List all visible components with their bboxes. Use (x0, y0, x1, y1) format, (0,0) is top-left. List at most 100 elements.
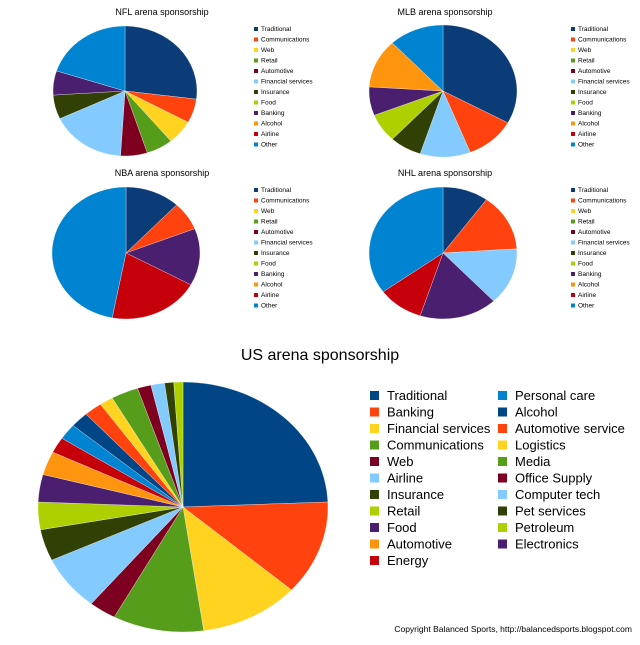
legend-swatch-traditional (370, 391, 379, 400)
chart-title: NHL arena sponsorship (398, 168, 492, 178)
pie-slice-other (368, 186, 444, 292)
legend-swatch-financial-services (571, 79, 575, 84)
legend-label-food: Food (578, 100, 593, 107)
pie-slice-traditional (442, 24, 518, 123)
legend-swatch-traditional (571, 27, 575, 31)
legend-label-insurance: Insurance (578, 250, 607, 257)
legend-label-automotive: Automotive (578, 229, 611, 236)
legend-swatch-banking (571, 111, 575, 115)
legend-swatch-petroleum (498, 523, 507, 532)
copyright-footer: Copyright Balanced Sports, http://balanc… (394, 624, 632, 634)
chart-title: MLB arena sponsorship (397, 7, 492, 17)
legend-swatch-media (498, 457, 507, 466)
legend-label-retail: Retail (578, 219, 595, 226)
legend-label-computer-tech: Computer tech (515, 487, 600, 502)
legend-swatch-insurance (254, 90, 258, 94)
mlb-pie-chart: MLB arena sponsorship Traditional Communic… (368, 7, 630, 158)
legend-swatch-communications (571, 198, 575, 203)
legend-swatch-retail (254, 58, 258, 63)
legend-swatch-retail (254, 219, 258, 224)
legend-swatch-traditional (254, 27, 258, 31)
legend-swatch-computer-tech (498, 490, 507, 499)
legend-swatch-logistics (498, 440, 507, 450)
legend-label-retail: Retail (261, 219, 278, 226)
legend-swatch-office-supply (498, 473, 507, 483)
legend-swatch-automotive (254, 69, 258, 73)
legend-label-banking: Banking (578, 110, 602, 117)
legend-label-electronics: Electronics (515, 537, 579, 552)
legend-label-alcohol: Alcohol (578, 121, 600, 128)
legend-label-web: Web (261, 208, 275, 215)
legend-label-financial-services: Financial services (261, 240, 313, 247)
pie-slice-other (392, 24, 444, 92)
pie-slice-other (56, 25, 126, 92)
legend-swatch-other (571, 142, 575, 147)
legend-swatch-traditional (254, 188, 258, 192)
pie-slice-banking (419, 252, 494, 320)
legend-swatch-financial-services (254, 240, 258, 245)
legend-swatch-electronics (498, 539, 507, 549)
legend-label-traditional: Traditional (261, 187, 292, 194)
legend-label-insurance: Insurance (387, 487, 444, 502)
legend-swatch-food (571, 100, 575, 105)
legend-swatch-automotive (254, 230, 258, 234)
legend-label-alcohol: Alcohol (515, 405, 558, 420)
legend-label-traditional: Traditional (387, 388, 447, 403)
pie-slice-petroleum (173, 381, 184, 508)
nhl-pie-chart: NHL arena sponsorship Traditional Communic… (368, 168, 630, 320)
legend-label-media: Media (515, 454, 551, 469)
legend-label-communications: Communications (261, 37, 310, 44)
legend-swatch-alcohol (498, 407, 507, 417)
legend-swatch-banking (370, 407, 379, 417)
legend-label-financial-services: Financial services (387, 421, 491, 436)
pie-slice-financial-services (59, 90, 126, 157)
legend-swatch-food (254, 100, 258, 105)
legend-swatch-web (254, 48, 258, 52)
legend-swatch-other (254, 142, 258, 147)
legend-label-airline: Airline (578, 131, 596, 138)
legend-label-insurance: Insurance (261, 89, 290, 96)
legend-swatch-web (370, 457, 379, 466)
legend-swatch-automotive-service (498, 424, 507, 433)
legend-swatch-communications (254, 198, 258, 203)
legend-label-airline: Airline (261, 131, 279, 138)
legend-swatch-communications (370, 440, 379, 450)
legend-label-food: Food (387, 520, 417, 535)
legend-swatch-other (571, 303, 575, 308)
legend-swatch-automotive (571, 69, 575, 73)
pie-slice-airline (111, 252, 192, 320)
legend-swatch-insurance (571, 90, 575, 94)
legend-label-insurance: Insurance (578, 89, 607, 96)
legend-swatch-communications (571, 37, 575, 42)
nfl-pie-chart: NFL arena sponsorship Traditional Communic… (52, 7, 313, 157)
legend-label-web: Web (578, 47, 592, 54)
legend-swatch-airline (254, 293, 258, 297)
legend-label-retail: Retail (578, 58, 595, 65)
legend-label-food: Food (578, 261, 593, 268)
us-pie-chart: US arena sponsorship Traditional Personal … (37, 347, 625, 633)
legend-label-communications: Communications (578, 198, 627, 205)
legend-label-automotive-service: Automotive service (515, 421, 625, 436)
legend-swatch-retail (571, 58, 575, 63)
legend-label-traditional: Traditional (578, 187, 609, 194)
pie-slice-traditional (124, 25, 198, 100)
legend-label-communications: Communications (578, 37, 627, 44)
legend-label-banking: Banking (261, 271, 285, 278)
legend-swatch-insurance (571, 251, 575, 255)
legend-label-communications: Communications (387, 438, 484, 453)
legend-label-alcohol: Alcohol (261, 121, 283, 128)
legend-label-other: Other (261, 303, 278, 310)
legend-label-airline: Airline (387, 471, 423, 486)
legend-label-alcohol: Alcohol (261, 282, 283, 289)
legend-swatch-financial-services (254, 79, 258, 84)
legend-label-banking: Banking (387, 405, 434, 420)
legend-label-logistics: Logistics (515, 438, 566, 453)
legend-swatch-alcohol (254, 282, 258, 287)
legend-swatch-alcohol (571, 282, 575, 287)
chart-title: NBA arena sponsorship (115, 168, 210, 178)
legend-swatch-financial-services (370, 424, 379, 433)
legend-label-other: Other (578, 303, 595, 310)
legend-swatch-other (254, 303, 258, 308)
legend-swatch-web (254, 209, 258, 213)
legend-swatch-insurance (370, 490, 379, 499)
